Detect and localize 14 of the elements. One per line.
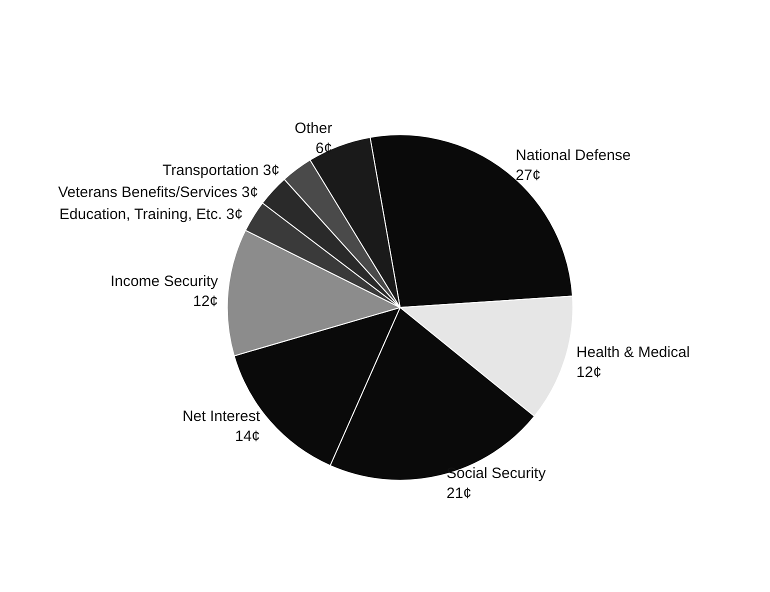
slice-label: Health & Medical [576, 344, 690, 361]
slice-label: National Defense [516, 146, 631, 164]
slice-label: Veterans Benefits/Services 3¢ [58, 184, 258, 201]
data-label: 12¢ [192, 292, 218, 310]
slice-label: Income Security [110, 272, 218, 290]
slice-label: Other [294, 120, 332, 137]
data-label: 6¢ [316, 140, 332, 157]
data-label: 12¢ [576, 364, 602, 381]
slice-label: Education, Training, Etc. 3¢ [59, 206, 243, 223]
data-label: 21¢ [446, 484, 472, 502]
data-label: 27¢ [516, 166, 541, 184]
data-label: 14¢ [234, 428, 260, 446]
slice-label: Net Interest [182, 408, 261, 426]
slice-label: Transportation 3¢ [162, 162, 280, 179]
